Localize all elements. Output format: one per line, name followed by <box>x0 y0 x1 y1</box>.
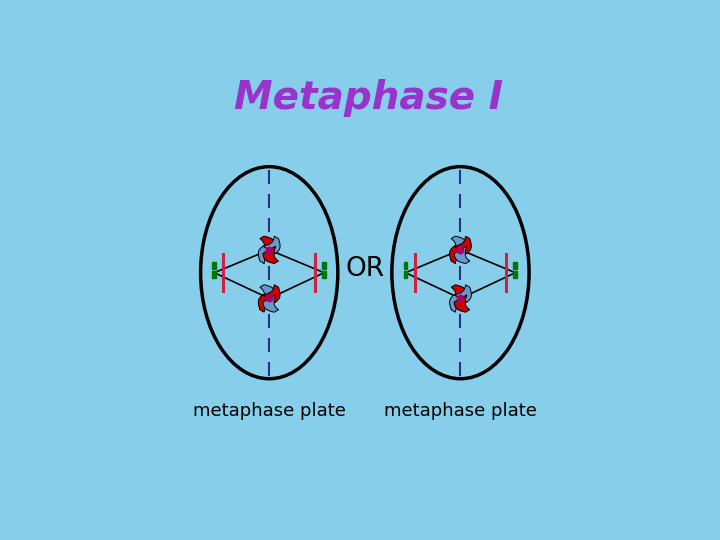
Polygon shape <box>454 295 469 312</box>
Bar <box>323 262 326 268</box>
Bar <box>212 262 216 268</box>
Bar <box>404 272 408 278</box>
Bar <box>404 262 408 268</box>
Polygon shape <box>260 285 276 302</box>
Polygon shape <box>263 285 280 302</box>
Bar <box>513 272 517 278</box>
Polygon shape <box>454 285 472 302</box>
Polygon shape <box>451 236 467 253</box>
Text: OR: OR <box>346 255 384 281</box>
Text: metaphase plate: metaphase plate <box>384 402 537 420</box>
Polygon shape <box>454 246 469 264</box>
Polygon shape <box>260 236 276 253</box>
Polygon shape <box>258 295 276 312</box>
Bar <box>212 272 216 278</box>
Bar <box>323 272 326 278</box>
Polygon shape <box>449 246 467 264</box>
Polygon shape <box>449 295 467 312</box>
Text: metaphase plate: metaphase plate <box>193 402 346 420</box>
Bar <box>513 262 517 268</box>
Polygon shape <box>263 295 279 312</box>
Polygon shape <box>454 236 472 253</box>
Polygon shape <box>258 246 276 264</box>
Polygon shape <box>451 285 467 302</box>
Text: Metaphase I: Metaphase I <box>235 79 503 117</box>
Polygon shape <box>263 246 279 264</box>
Polygon shape <box>263 236 280 253</box>
